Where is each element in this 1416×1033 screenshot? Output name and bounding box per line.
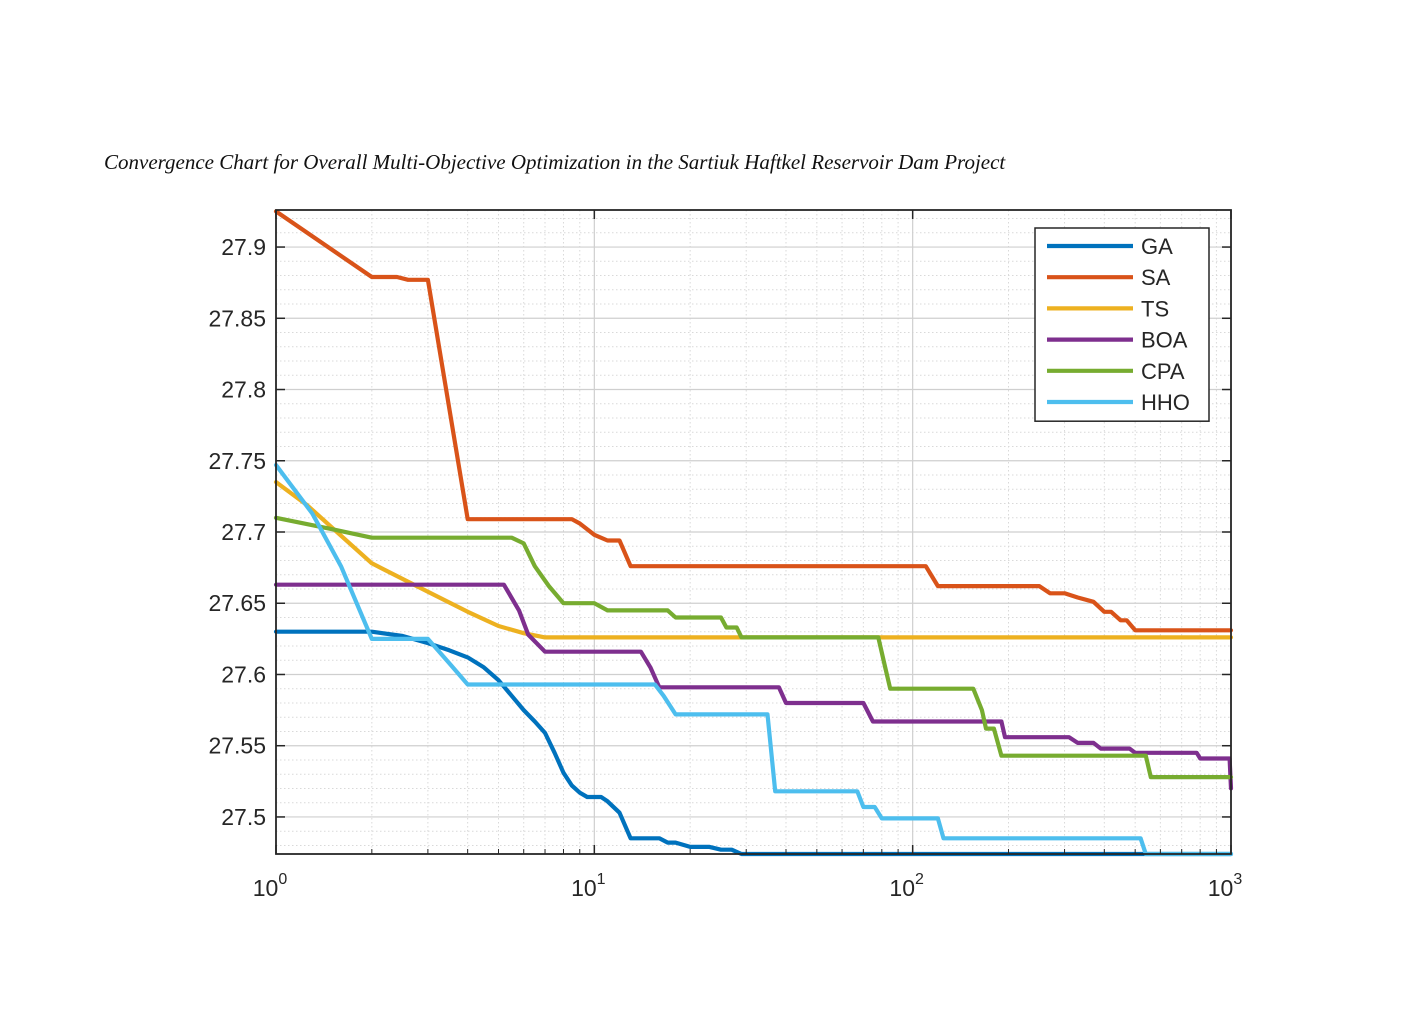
y-tick-label: 27.9 (221, 234, 266, 260)
x-tick-label: 102 (889, 871, 924, 901)
y-tick-label: 27.85 (208, 305, 266, 331)
series-line-ts (273, 480, 1234, 640)
legend-label-boa: BOA (1141, 328, 1188, 353)
series-line-boa (273, 582, 1234, 791)
y-tick-label: 27.6 (221, 661, 266, 687)
legend-label-ts: TS (1141, 296, 1169, 321)
y-tick-label: 27.5 (221, 804, 266, 830)
legend-label-ga: GA (1141, 234, 1173, 259)
series-line-cpa (273, 515, 1234, 780)
x-tick-label: 100 (253, 871, 288, 901)
legend-box (1034, 227, 1210, 422)
figure-caption: Convergence Chart for Overall Multi-Obje… (104, 150, 1006, 174)
y-tick-label: 27.7 (221, 519, 266, 545)
legend-label-hho: HHO (1141, 390, 1190, 415)
legend-label-cpa: CPA (1141, 359, 1185, 384)
y-tick-label: 27.8 (221, 377, 266, 403)
series-line-sa (273, 209, 1234, 633)
legend: GA SA TS BOA CPA HHO (1034, 227, 1210, 422)
x-tick-label: 101 (571, 871, 606, 901)
y-tick-label: 27.75 (208, 448, 266, 474)
y-tick-label: 27.65 (208, 590, 266, 616)
y-tick-label: 27.55 (208, 733, 266, 759)
series-line-ga (273, 629, 1234, 857)
axes-layer: 27.5 27.55 27.6 27.65 27.7 27.75 27.8 27.85 27.9… (208, 209, 1243, 901)
legend-label-sa: SA (1141, 265, 1171, 290)
series-layer (273, 209, 1234, 857)
series-line-hho (273, 462, 1234, 857)
x-tick-label: 103 (1208, 871, 1243, 901)
